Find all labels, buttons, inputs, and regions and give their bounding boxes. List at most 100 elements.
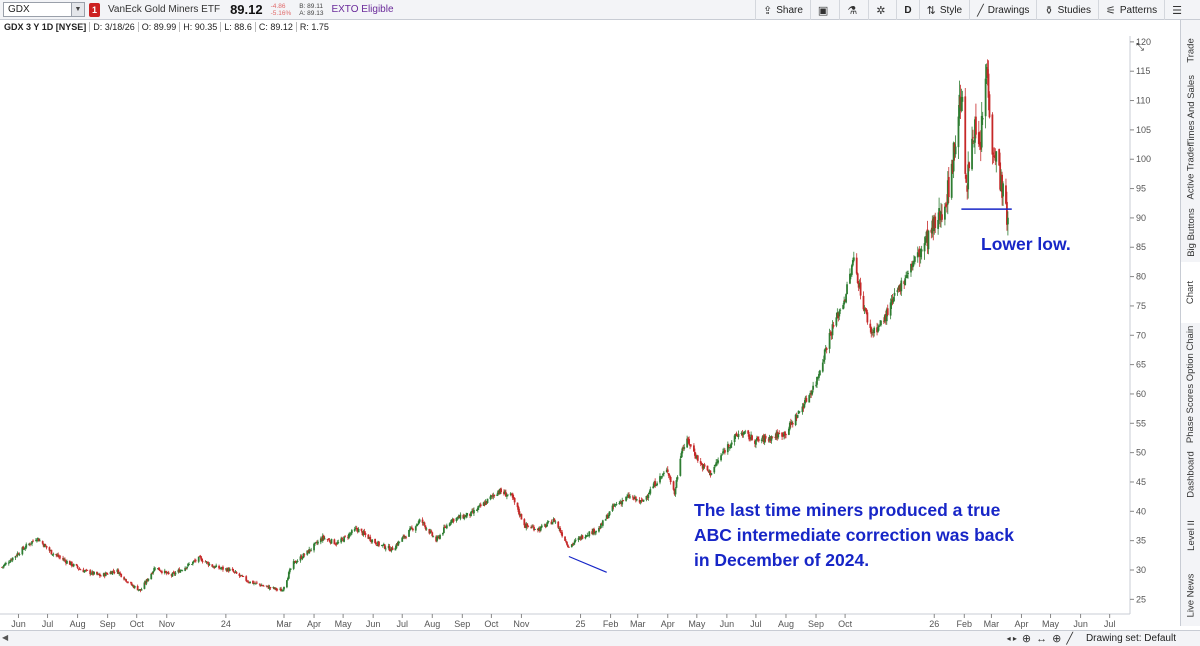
candle-body — [728, 447, 731, 448]
candle-body — [505, 495, 508, 497]
candle-body — [539, 526, 542, 531]
candle-body — [369, 536, 372, 541]
candle-body — [421, 519, 424, 523]
candle-body — [159, 570, 161, 571]
tab-chart[interactable]: Chart — [1181, 262, 1200, 323]
candle-body — [599, 528, 601, 530]
candle-body — [717, 460, 720, 463]
candle-body — [283, 586, 285, 590]
tab-label: Option Chain — [1185, 325, 1197, 382]
tab-live-news[interactable]: Live News — [1181, 565, 1200, 626]
candle-body — [679, 458, 682, 476]
scroll-left-icon[interactable]: ◀ — [2, 633, 9, 642]
candle-body — [477, 505, 480, 508]
info-open: O: 89.99 — [137, 22, 180, 32]
x-tick-label: 24 — [221, 619, 231, 629]
candle-body — [1000, 176, 1003, 191]
x-tick-label: Apr — [307, 619, 321, 629]
drawings-button[interactable]: ╱ Drawings — [969, 0, 1036, 20]
candle-body — [842, 305, 845, 310]
candle-body — [191, 564, 193, 565]
candle-body — [585, 535, 588, 537]
tab-phase-scores[interactable]: Phase Scores — [1181, 384, 1200, 445]
beaker-button[interactable]: ⚗ — [839, 0, 868, 20]
candle-body — [546, 521, 549, 525]
candle-body — [994, 156, 997, 161]
patterns-button[interactable]: ⚟ Patterns — [1098, 0, 1164, 20]
tab-level-ii[interactable]: Level II — [1181, 505, 1200, 566]
exto-eligible-label[interactable]: EXTO Eligible — [331, 4, 394, 15]
candle-body — [695, 455, 698, 459]
candle-body — [756, 436, 759, 440]
candle-body — [964, 96, 967, 174]
tab-option-chain[interactable]: Option Chain — [1181, 323, 1200, 384]
candle-body — [342, 539, 345, 542]
candle-body — [968, 162, 971, 169]
candle-body — [226, 568, 229, 572]
candle-body — [408, 529, 410, 537]
candle-body — [747, 430, 750, 434]
candle-body — [504, 491, 506, 495]
candle-body — [239, 575, 242, 577]
candle-body — [531, 526, 533, 528]
horizontal-arrows-icon[interactable]: ↔ — [1036, 632, 1048, 645]
alert-flag-badge[interactable]: 1 — [89, 2, 100, 17]
share-button[interactable]: ⇪ Share — [755, 0, 810, 20]
candle-body — [580, 535, 583, 540]
chevron-down-icon[interactable]: ▼ — [71, 3, 84, 16]
candle-body — [652, 486, 655, 489]
candle-body — [492, 495, 495, 497]
tab-dashboard[interactable]: Dashboard — [1181, 444, 1200, 505]
candle-body — [4, 563, 6, 566]
candle-body — [225, 568, 228, 572]
period-button[interactable]: D — [896, 0, 918, 20]
candle-body — [646, 496, 649, 498]
line-tool-icon[interactable]: ╱ — [1066, 633, 1073, 645]
candle-body — [757, 439, 760, 441]
candle-body — [37, 538, 40, 542]
candle-body — [520, 514, 523, 520]
candle-body — [706, 465, 709, 471]
candle-body — [665, 469, 668, 473]
candle-body — [496, 494, 499, 496]
layout-button[interactable]: ▣ — [809, 0, 839, 20]
scroll-arrows-icon[interactable]: ◂ ▸ — [1006, 634, 1017, 643]
candle-body — [882, 320, 885, 322]
crosshair-icon[interactable]: ⊕ — [1052, 633, 1062, 645]
tab-times-and-sales[interactable]: Times And Sales — [1181, 75, 1200, 146]
candle-body — [530, 527, 533, 529]
zoom-icon[interactable]: ⊕ — [1021, 633, 1032, 645]
candle-body — [965, 174, 968, 183]
candle-body — [554, 521, 557, 523]
candle-body — [707, 470, 710, 472]
symbol-input[interactable]: GDX ▼ — [3, 2, 85, 17]
tab-active-trader[interactable]: Active Trader — [1181, 141, 1200, 202]
candle-body — [207, 562, 210, 566]
menu-button[interactable]: ☰ — [1164, 0, 1200, 20]
studies-button[interactable]: ⚱ Studies — [1036, 0, 1098, 20]
candle-body — [448, 523, 451, 526]
x-tick-label: May — [688, 619, 706, 629]
candle-body — [71, 565, 74, 567]
candle-body — [260, 585, 263, 587]
chart-title: GDX 3 Y 1D [NYSE] — [4, 22, 87, 32]
candle-body — [368, 537, 371, 539]
price-chart[interactable]: 25 30 35 40 45 50 55 60 65 70 75 80 85 90 95 100 105 110 1… — [0, 36, 1180, 630]
settings-button[interactable]: ✲ — [868, 0, 896, 20]
candle-body — [634, 496, 637, 501]
drawing-set-label[interactable]: Drawing set: Default — [1085, 633, 1176, 644]
candle-body — [414, 526, 417, 531]
candle-body — [890, 299, 893, 304]
candle-body — [689, 444, 691, 446]
last-price: 89.12 — [230, 2, 263, 17]
candle-body — [109, 571, 112, 575]
candle-body — [811, 390, 814, 395]
tab-big-buttons[interactable]: Big Buttons — [1181, 202, 1200, 263]
candle-body — [32, 540, 34, 542]
candle-body — [686, 438, 689, 448]
tab-trade[interactable]: Trade — [1181, 20, 1200, 81]
candle-body — [442, 527, 445, 533]
style-button[interactable]: ⇅ Style — [918, 0, 969, 20]
candle-body — [594, 532, 596, 534]
candle-body — [418, 519, 421, 522]
